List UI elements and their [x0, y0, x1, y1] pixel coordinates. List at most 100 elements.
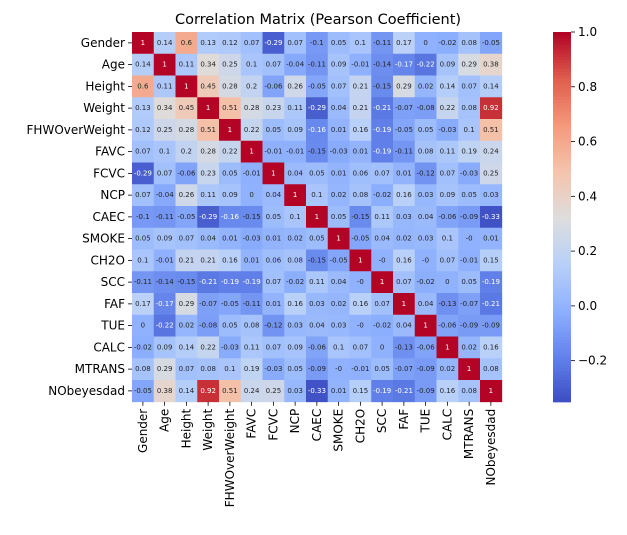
colorbar-segment	[553, 210, 571, 215]
cell-value-label: 0.14	[179, 343, 195, 351]
cell-value-label: -0.02	[417, 278, 435, 286]
cell-value-label: 0.14	[157, 39, 173, 47]
heatmap-cell	[327, 314, 350, 337]
colorbar-segment	[553, 293, 571, 298]
cell-value-label: 0.1	[311, 191, 322, 199]
cell-value-label: -0.16	[221, 213, 240, 221]
cell-value-label: 0.08	[461, 104, 477, 112]
heatmap-cell	[414, 336, 437, 359]
heatmap-cell	[132, 140, 155, 163]
cell-value-label: -0	[357, 322, 364, 330]
colorbar-segment	[553, 78, 571, 82]
heatmap-cell	[240, 380, 263, 403]
colorbar-segment	[553, 118, 571, 122]
heatmap-cell	[414, 32, 437, 55]
cell-value-label: 0.21	[353, 104, 369, 112]
cell-value-label: -0.11	[373, 39, 391, 47]
cell-value-label: 0.04	[418, 300, 434, 308]
heatmap-cell	[197, 314, 220, 337]
colorbar-segment	[553, 284, 571, 289]
cell-value-label: 0.2	[181, 148, 192, 156]
heatmap-cell	[458, 227, 481, 250]
heatmap-cell	[175, 380, 198, 403]
cell-value-label: 0.02	[331, 300, 347, 308]
cell-value-label: 0.16	[396, 256, 412, 264]
heatmap-cell	[306, 358, 329, 381]
cell-value-label: 0.16	[440, 387, 456, 395]
heatmap-cell	[436, 358, 459, 381]
cell-value-label: 0.02	[331, 191, 347, 199]
heatmap-cell	[240, 53, 263, 76]
heatmap-cell	[393, 53, 416, 76]
cell-value-label: 0.51	[222, 387, 238, 395]
cell-value-label: 0.2	[246, 82, 257, 90]
colorbar-tick-label: 1.0	[578, 25, 597, 39]
colorbar-segment	[553, 244, 571, 249]
cell-value-label: 0.05	[135, 235, 151, 243]
heatmap-cell	[349, 119, 372, 142]
heatmap-cell	[197, 75, 220, 98]
colorbar-segment	[553, 136, 571, 141]
cell-value-label: 0.09	[287, 126, 303, 134]
heatmap-cell	[480, 336, 503, 359]
heatmap-cell	[132, 358, 155, 381]
heatmap-cell	[414, 249, 437, 272]
heatmap-cell	[458, 293, 481, 316]
colorbar-segment	[553, 149, 571, 153]
cell-value-label: 0.17	[396, 39, 412, 47]
heatmap-cell	[153, 380, 176, 403]
heatmap-cell	[219, 227, 242, 250]
heatmap-cell	[306, 162, 329, 185]
cell-value-label: 0.03	[418, 191, 434, 199]
heatmap-cell	[349, 32, 372, 55]
colorbar-segment	[553, 176, 571, 181]
colorbar-segment	[553, 146, 571, 150]
cell-value-label: 0.19	[461, 148, 477, 156]
cell-value-label: 0.01	[353, 148, 369, 156]
heatmap-cell	[327, 32, 350, 55]
cell-value-label: -0.06	[177, 169, 196, 177]
heatmap-cell	[175, 140, 198, 163]
cell-value-label: 0.07	[331, 82, 347, 90]
cell-value-label: -0.03	[460, 169, 478, 177]
heatmap-cell	[349, 293, 372, 316]
cell-value-label: 0.51	[483, 126, 499, 134]
heatmap-cell	[175, 184, 198, 207]
x-tick-label: FAVC	[245, 409, 259, 439]
colorbar-segment	[553, 318, 571, 323]
cell-value-label: 0.07	[266, 278, 282, 286]
colorbar-segment	[553, 62, 571, 67]
colorbar-segment	[553, 232, 571, 236]
heatmap-cell	[219, 97, 242, 120]
heatmap-cell	[480, 97, 503, 120]
cell-value-label: -0.09	[417, 387, 435, 395]
cell-value-label: -0.13	[395, 343, 413, 351]
heatmap-cell	[349, 53, 372, 76]
colorbar-segment	[553, 35, 571, 39]
cell-value-label: 1	[141, 39, 145, 47]
heatmap-cell	[458, 184, 481, 207]
y-tick-label: Age	[102, 58, 125, 72]
cell-value-label: 0.16	[483, 343, 499, 351]
heatmap-cell	[371, 140, 394, 163]
heatmap-cell	[240, 271, 263, 294]
heatmap-cell	[327, 271, 350, 294]
colorbar-segment	[553, 201, 571, 206]
heatmap-cell	[306, 119, 329, 142]
cell-value-label: 0.28	[179, 126, 195, 134]
cell-value-label: 0.02	[287, 235, 303, 243]
cell-value-label: 0.51	[222, 104, 238, 112]
colorbar-segment	[553, 182, 571, 187]
y-tick-label: TUE	[100, 319, 125, 333]
cell-value-label: -0.11	[395, 148, 413, 156]
heatmap-cell	[458, 380, 481, 403]
heatmap-cell	[262, 380, 285, 403]
heatmap-cell	[327, 75, 350, 98]
heatmap-cell	[132, 314, 155, 337]
cell-value-label: -0.11	[134, 278, 152, 286]
cell-value-label: -0	[422, 256, 429, 264]
colorbar-segment	[553, 158, 571, 163]
heatmap-cell	[284, 119, 307, 142]
heatmap-cell	[175, 314, 198, 337]
colorbar-segment	[553, 327, 571, 332]
